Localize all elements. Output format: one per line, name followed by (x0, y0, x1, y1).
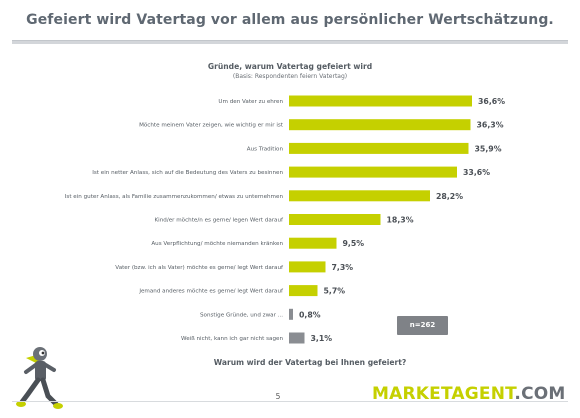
bar (289, 214, 381, 225)
value-label: 7,3% (332, 263, 354, 272)
value-label: 3,1% (311, 334, 333, 343)
chart-title: Gründe, warum Vatertag gefeiert wird (207, 62, 373, 71)
bar (289, 190, 430, 202)
bar (289, 142, 469, 154)
category-label: Ist ein netter Anlass, sich auf die Bede… (92, 170, 283, 176)
bar (289, 166, 457, 178)
category-label: Kind/er möchte/n es gerne/ legen Wert da… (155, 218, 285, 224)
running-mascot-icon (16, 347, 63, 409)
page-number: 5 (275, 392, 281, 401)
logo-main-text: MARKETAGENT (372, 384, 515, 404)
marketagent-logo: MARKETAGENT.COM (372, 384, 566, 404)
category-label: Ist ein guter Anlass, als Familie zusamm… (65, 194, 284, 200)
value-label: 36,3% (477, 121, 504, 130)
slide-title: Gefeiert wird Vatertag vor allem aus per… (26, 12, 554, 28)
value-label: 18,3% (387, 216, 414, 225)
value-label: 5,7% (324, 287, 346, 296)
category-label: Weiß nicht, kann ich gar nicht sagen (181, 336, 283, 342)
chart-subtitle: (Basis: Respondenten feiern Vatertag) (232, 73, 348, 80)
category-label: Sonstige Gründe, und zwar ... (200, 312, 283, 318)
bar (289, 119, 471, 131)
survey-question: Warum wird der Vatertag bei Ihnen gefeie… (213, 358, 407, 367)
value-label: 9,5% (343, 239, 365, 248)
value-label: 0,8% (299, 310, 321, 319)
title-divider (12, 40, 568, 44)
category-label: Möchte meinem Vater zeigen, wie wichtig … (139, 123, 284, 129)
logo-suffix-text: .COM (514, 384, 566, 404)
category-label: Jemand anderes möchte es gerne/ legt Wer… (138, 289, 284, 295)
bar (289, 95, 472, 107)
value-label: 35,9% (475, 144, 502, 153)
category-label: Vater (bzw. ich als Vater) möchte es ger… (115, 265, 284, 271)
value-label: 28,2% (436, 192, 463, 201)
bar (289, 237, 337, 249)
sample-size-badge: n=262 (397, 316, 448, 335)
footer-divider (12, 401, 568, 402)
value-label: 33,6% (463, 168, 490, 177)
category-label: Aus Tradition (247, 146, 284, 152)
bar (289, 308, 293, 320)
bar (289, 261, 326, 273)
bar (289, 332, 305, 344)
category-label: Aus Verpflichtung/ möchte niemanden krän… (151, 241, 283, 247)
category-label: Um den Vater zu ehren (218, 99, 283, 105)
value-label: 36,6% (478, 97, 505, 106)
bar (289, 285, 318, 297)
